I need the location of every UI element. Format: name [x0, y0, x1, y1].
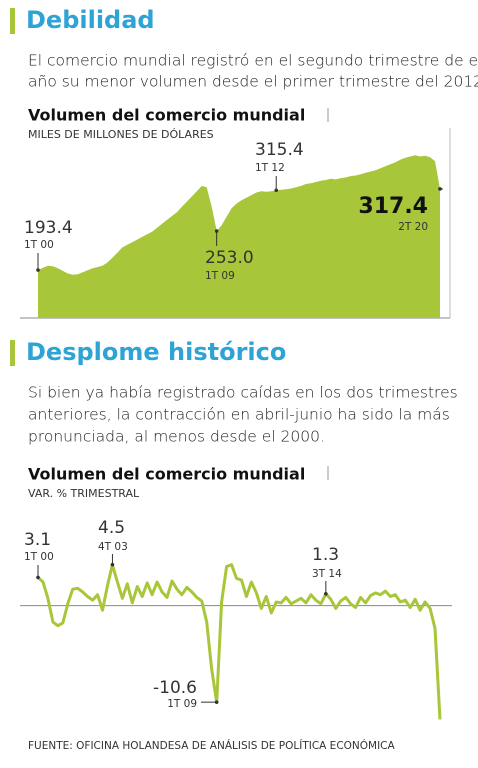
paragraph-line: año su menor volumen desde el primer tri… [28, 73, 478, 91]
category-label: 1T 12 [255, 162, 285, 174]
paragraph-line: Si bien ya había registrado caídas en lo… [28, 384, 458, 402]
category-label: 1T 00 [24, 239, 54, 251]
value-label: 4.5 [98, 518, 125, 538]
source: FUENTE: OFICINA HOLANDESA DE ANÁLISIS DE… [28, 739, 396, 752]
point-marker [324, 591, 328, 596]
point-marker [274, 188, 279, 193]
chart-subtitle: MILES DE MILLONES DE DÓLARES [28, 128, 214, 141]
value-label: 3.1 [24, 530, 51, 550]
point-marker [36, 268, 40, 272]
paragraph-line: anteriores, la contracción en abril-juni… [28, 406, 450, 424]
point-marker [110, 562, 115, 567]
value-label: -10.6 [153, 678, 197, 698]
value-label: 315.4 [255, 140, 304, 160]
paragraph-line: pronunciada, al menos desde el 2000. [28, 428, 325, 446]
point-marker [36, 575, 40, 580]
chart-title: Volumen del comercio mundial [28, 106, 305, 125]
category-label: 1T 09 [205, 270, 235, 282]
point-marker [214, 229, 219, 233]
heading-bar [10, 340, 15, 366]
chart-subtitle: VAR. % TRIMESTRAL [28, 487, 140, 500]
value-label: 1.3 [312, 545, 339, 565]
section-heading: Desplome histórico [26, 338, 286, 366]
paragraph-line: El comercio mundial registró en el segun… [28, 52, 478, 70]
point-marker [438, 187, 442, 191]
area [38, 155, 440, 318]
category-label: 1T 00 [24, 551, 54, 563]
category-label: 4T 03 [98, 541, 128, 553]
value-label: 193.4 [24, 218, 73, 238]
section-heading: Debilidad [26, 6, 155, 34]
heading-bar [10, 8, 15, 34]
chart-title: Volumen del comercio mundial [28, 465, 305, 484]
category-label: 1T 09 [167, 698, 197, 710]
category-label: 2T 20 [398, 221, 428, 233]
value-label: 317.4 [358, 194, 428, 219]
category-label: 3T 14 [312, 568, 342, 580]
point-marker [214, 700, 219, 704]
value-label: 253.0 [205, 248, 254, 268]
line [36, 563, 442, 720]
